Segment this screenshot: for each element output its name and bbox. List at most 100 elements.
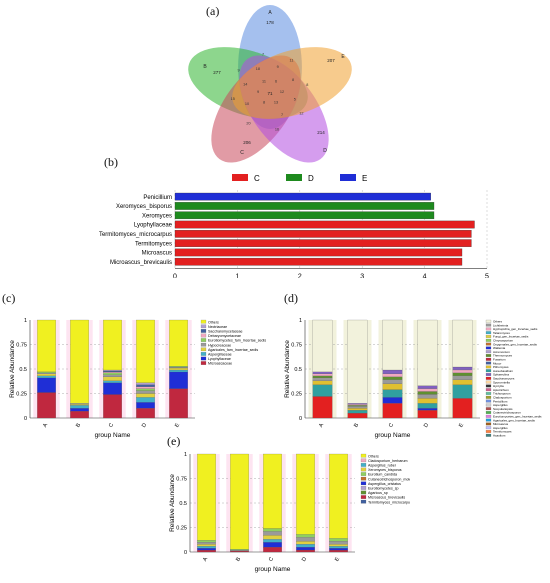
bar-segment <box>37 319 56 373</box>
bar-segment <box>103 372 122 376</box>
legend-label: Eurotiomycetes_fam_Incertae_sedis <box>208 339 266 343</box>
bar-segment <box>103 374 122 378</box>
legend-swatch <box>200 361 207 365</box>
legend-label: Acaulium <box>493 434 506 438</box>
bar-segment <box>103 376 122 381</box>
bar-segment <box>347 319 368 404</box>
legend-swatch <box>485 399 492 403</box>
bar-segment <box>329 538 348 542</box>
y-tick-label: 0.75 <box>176 477 187 483</box>
lda-bar <box>174 239 472 247</box>
legend-label: Eurotiomycetes_gen_Incertae_sedis <box>493 415 542 419</box>
venn-overlap-count: 8 <box>292 78 294 82</box>
legend-label: Aspergillus <box>493 426 508 430</box>
bar-segment <box>347 403 368 405</box>
legend-label: Agaricales_gen_Incertae_sedis <box>493 418 535 422</box>
legend-swatch <box>485 395 492 399</box>
bar-segment <box>263 528 282 532</box>
bar-segment <box>263 535 282 540</box>
bar-segment <box>197 540 216 543</box>
x-tick-label: B <box>235 556 242 562</box>
bar-segment <box>452 319 473 368</box>
bar-segment <box>382 319 403 371</box>
legend-label: Saccharomyces <box>493 377 515 381</box>
bar-segment <box>347 408 368 411</box>
legend-label: Thermomyces <box>493 354 513 358</box>
lda-category-label: Termitomyces_microcarpus <box>99 232 172 238</box>
venn-overlap-count: 8 <box>306 83 308 87</box>
legend-label: Fusarium <box>493 358 506 362</box>
legend-label: Wallemia <box>493 346 506 350</box>
legend-label-D: D <box>308 174 314 183</box>
venn-overlap-count: 8 <box>263 100 265 104</box>
bar-segment <box>452 379 473 385</box>
bar-segment <box>37 377 56 393</box>
venn-overlap-count: 11 <box>290 59 294 63</box>
legend-swatch <box>485 388 492 392</box>
x-tick-label: A <box>42 422 49 428</box>
bar-segment <box>37 371 56 374</box>
legend-swatch <box>485 354 492 357</box>
legend-swatch <box>200 319 207 324</box>
legend-swatch <box>360 463 367 467</box>
legend-label: Penicillium <box>493 399 508 403</box>
legend-swatch <box>485 418 492 422</box>
lda-category-label: Penicillium <box>143 195 172 201</box>
bar-segment <box>329 545 348 549</box>
venn-overlap-count: 7 <box>281 113 283 117</box>
bar-segment <box>37 372 56 375</box>
lda-category-label: Microascus <box>142 251 172 257</box>
legend-swatch-C <box>232 174 248 181</box>
legend-swatch <box>360 467 367 472</box>
bar-segment <box>452 384 473 399</box>
x-tick-label: D <box>141 422 148 428</box>
legend-label: Aureobasidium <box>493 369 514 373</box>
legend-label: Eurotiomycetes_sp <box>368 487 399 491</box>
legend-label: Cladosporium <box>493 396 512 400</box>
bar-segment <box>417 319 438 386</box>
bar-segment <box>417 403 438 409</box>
x-tick-label: A <box>318 422 325 428</box>
bar-segment <box>382 383 403 390</box>
lda-bar <box>174 257 463 266</box>
x-tick-label: C <box>108 422 115 428</box>
bar-segment <box>70 408 89 412</box>
bar-segment <box>452 369 473 374</box>
bar-segment <box>329 453 348 539</box>
legend-label: Apiotrichum <box>493 388 509 392</box>
venn-set-label: D <box>323 148 327 154</box>
bar-segment <box>347 412 368 419</box>
bar-segment <box>329 544 348 547</box>
bar-segment <box>312 319 333 373</box>
bar-segment <box>103 382 122 395</box>
bar-segment <box>169 369 188 373</box>
bar-segment <box>382 369 403 375</box>
legend-swatch <box>360 458 367 463</box>
y-tick-label: 0 <box>299 416 302 422</box>
legend-swatch <box>200 347 207 352</box>
legend-label: Cladosporium_herbarum <box>368 459 408 463</box>
bar-segment <box>312 380 333 385</box>
legend-label: Termitomyces_microcarpus <box>368 500 410 504</box>
bar-segment <box>70 405 89 409</box>
legend-swatch <box>485 422 492 426</box>
x-tick-label: B <box>75 422 82 428</box>
venn-unique-count: 277 <box>213 70 221 75</box>
bar-segment <box>103 394 122 419</box>
venn-overlap-count: 9 <box>238 69 240 73</box>
bar-segment <box>382 376 403 380</box>
venn-unique-count: 178 <box>266 20 274 25</box>
bar-segment <box>312 384 333 397</box>
bar-segment <box>312 396 333 419</box>
legend-label: Chrysosporium <box>493 339 514 343</box>
legend-label: Hypocreaceae <box>208 343 231 347</box>
legend-swatch <box>360 490 367 495</box>
y-axis-title: Relative Abundance <box>284 340 291 398</box>
y-tick-label: 0.5 <box>19 367 27 373</box>
panel-label-c: (c) <box>2 291 16 305</box>
panel-label-d: (d) <box>284 291 298 305</box>
legend-label: Aspergillus_ruber <box>368 464 397 468</box>
bar-segment <box>230 550 249 553</box>
